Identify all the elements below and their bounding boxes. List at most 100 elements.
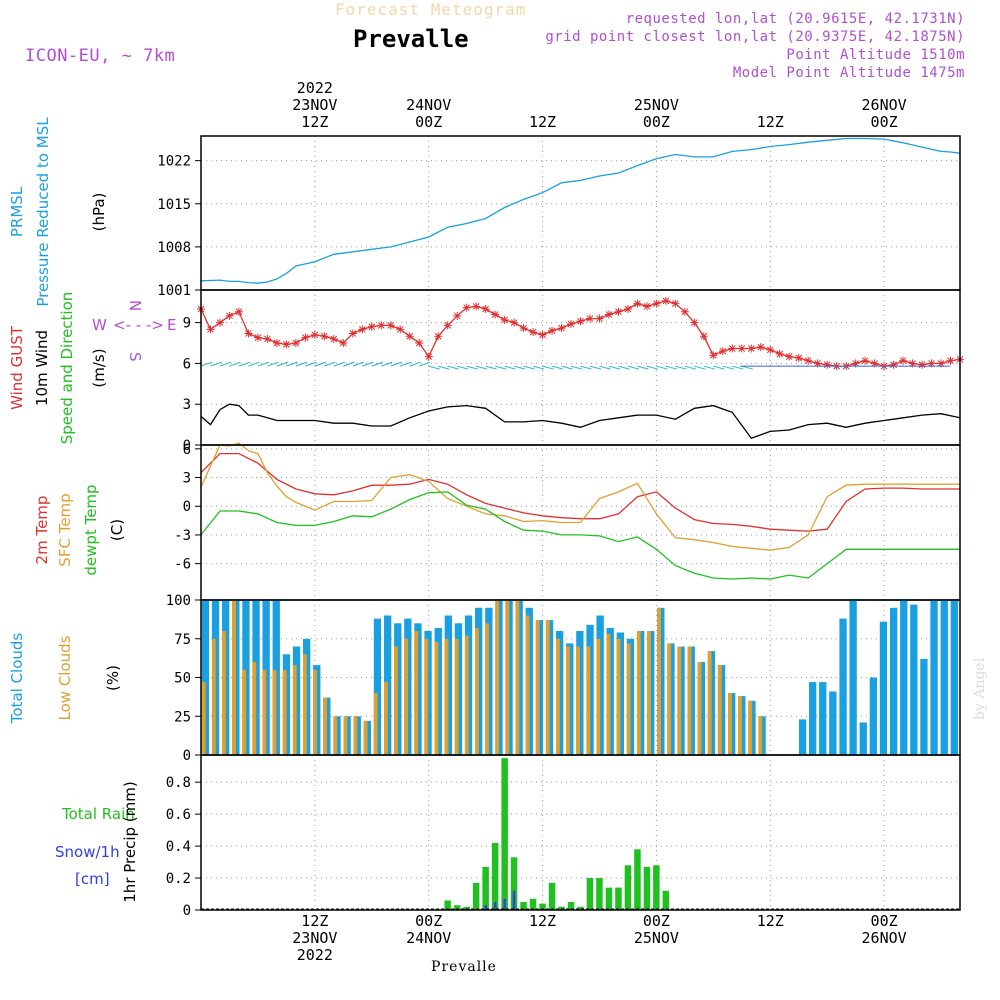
rain-bar — [463, 906, 470, 910]
bottom-time-label: 00Z — [643, 912, 670, 930]
low-cloud-bar — [596, 638, 601, 756]
y-tick-label: 25 — [174, 709, 191, 725]
rain-bar — [520, 902, 527, 910]
wind-direction-arrow — [694, 365, 706, 370]
gust-marker — [899, 356, 908, 365]
low-cloud-bar — [201, 682, 206, 755]
gust-marker — [908, 359, 917, 368]
low-cloud-bar — [687, 646, 692, 755]
wind-direction-arrow — [267, 361, 279, 367]
compass-north: N — [126, 300, 144, 311]
panel-label: (m/s) — [90, 348, 108, 387]
low-cloud-bar — [343, 716, 348, 756]
panel-label: (%) — [104, 665, 122, 691]
panel-label: [cm] — [75, 870, 110, 888]
gust-marker — [718, 347, 727, 356]
y-tick-label: 0 — [183, 499, 191, 515]
wind-direction-arrow — [466, 365, 478, 370]
low-cloud-bar — [738, 696, 742, 755]
wind-direction-arrow — [713, 365, 725, 370]
total-cloud-bar — [798, 719, 807, 755]
low-cloud-bar — [616, 638, 621, 756]
wind-direction-arrow — [381, 361, 393, 367]
wind-direction-arrow — [494, 365, 507, 370]
wind-direction-arrow — [513, 365, 526, 370]
snow-bar — [503, 898, 506, 910]
low-cloud-bar — [657, 607, 661, 756]
low-cloud-bar — [576, 646, 580, 755]
total-cloud-bar — [829, 691, 837, 755]
y-tick-label: 1001 — [157, 283, 191, 299]
gust-marker — [690, 318, 699, 327]
top-time-label: 12Z — [757, 113, 784, 131]
wind-direction-arrow — [286, 361, 298, 367]
wind-direction-arrow — [523, 365, 535, 370]
gust-marker — [225, 311, 234, 320]
model-point-altitude: Model Point Altitude 1475m — [733, 65, 965, 81]
top-time-label: 2022 — [297, 79, 333, 97]
gust-marker — [671, 299, 680, 308]
gust-marker — [661, 296, 670, 305]
total-cloud-bar — [839, 618, 847, 755]
bottom-time-label: 24NOV — [406, 929, 451, 947]
low-cloud-bar — [677, 646, 682, 755]
wind-direction-arrow — [542, 365, 554, 370]
snow-bar — [493, 902, 497, 910]
gust-marker — [424, 352, 433, 361]
rain-bar — [643, 866, 651, 910]
gust-marker — [633, 299, 642, 308]
total-cloud-bar — [920, 658, 928, 755]
wind-direction-arrow — [229, 361, 241, 367]
gust-marker — [263, 334, 272, 343]
wind-direction-arrow — [457, 365, 469, 370]
total-cloud-bar — [859, 722, 867, 755]
gust-marker — [728, 344, 737, 353]
gust-marker — [642, 302, 651, 311]
gust-marker — [491, 310, 500, 319]
panel-label: Pressure Reduced to MSL — [34, 117, 52, 307]
panel-label: dewpt Temp — [82, 484, 100, 575]
wind-direction-arrow — [551, 365, 564, 370]
gust-marker — [937, 359, 946, 368]
rain-bar — [558, 906, 565, 910]
bottom-time-label: 00Z — [871, 912, 898, 930]
gust-marker — [500, 315, 509, 324]
y-tick-label: 3 — [183, 397, 191, 413]
wind-direction-arrow — [352, 361, 364, 367]
rain-bar — [567, 902, 575, 910]
rain-bar — [605, 887, 613, 910]
low-cloud-bar — [454, 638, 459, 756]
gust-marker — [272, 339, 281, 348]
bottom-time-label: 12Z — [529, 912, 556, 930]
gust-marker — [652, 299, 661, 308]
wind-direction-arrow — [362, 361, 374, 367]
gust-marker — [339, 339, 348, 348]
y-tick-label: 75 — [174, 632, 191, 648]
low-cloud-bar — [535, 620, 540, 755]
total-cloud-bar — [950, 600, 958, 755]
low-cloud-bar — [626, 643, 631, 755]
gust-marker — [386, 321, 395, 330]
low-cloud-bar — [515, 600, 520, 755]
low-cloud-bar — [434, 641, 439, 755]
wind-direction-arrow — [608, 365, 621, 370]
wind-direction-arrow — [532, 365, 545, 370]
top-time-label: 26NOV — [862, 96, 907, 114]
rain-bar — [510, 857, 518, 910]
bottom-time-label: 12Z — [301, 912, 328, 930]
2m-temp-line — [200, 452, 960, 532]
gust-marker — [794, 353, 803, 362]
wind-direction-arrow — [476, 365, 488, 370]
gust-marker — [699, 332, 708, 341]
total-cloud-bar — [373, 618, 382, 755]
gust-marker — [253, 333, 262, 342]
low-cloud-bar — [272, 669, 277, 756]
gust-marker — [377, 321, 386, 330]
y-tick-label: 0 — [183, 438, 191, 454]
gust-marker — [367, 322, 376, 331]
rain-bar — [586, 878, 594, 910]
rain-bar — [501, 758, 508, 910]
requested-coords: requested lon,lat (20.9615E, 42.1731N) — [626, 11, 965, 27]
panel-label: 10m Wind — [33, 330, 51, 406]
